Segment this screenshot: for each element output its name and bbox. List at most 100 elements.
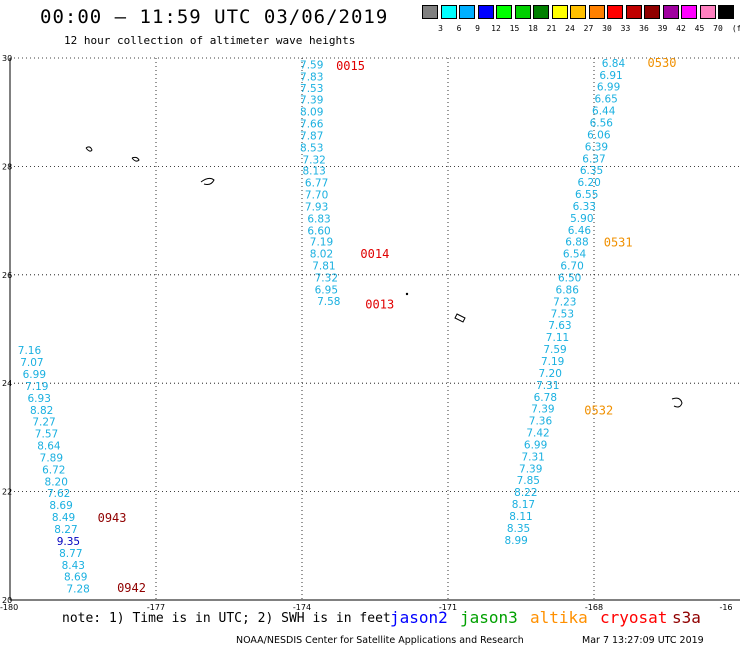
legend-swatch — [477, 5, 494, 19]
legend-swatch — [514, 5, 531, 19]
legend-swatch — [551, 5, 568, 19]
wave-height-value: 6.54 — [563, 249, 587, 261]
wave-height-value: 7.39 — [519, 463, 542, 475]
wave-height-value: 7.19 — [541, 356, 564, 368]
wave-height-value: 8.27 — [54, 524, 77, 536]
wave-height-value: 7.81 — [312, 261, 335, 273]
legend-swatch — [699, 5, 716, 19]
x-tick-label: -171 — [439, 603, 457, 612]
legend-swatch — [496, 5, 512, 19]
wave-height-value: 7.66 — [300, 119, 324, 131]
wave-height-value: 8.43 — [62, 560, 85, 572]
wave-height-value: 5.90 — [570, 213, 593, 225]
legend-swatch — [718, 5, 734, 19]
wave-height-value: 8.35 — [507, 523, 530, 535]
wave-height-value: 6.88 — [565, 237, 588, 249]
wave-height-value: 7.59 — [300, 60, 323, 72]
wave-height-value: 7.19 — [310, 237, 333, 249]
wave-height-value: 7.16 — [18, 345, 42, 357]
credit-line: NOAA/NESDIS Center for Satellite Applica… — [236, 635, 524, 646]
wave-height-value: 7.31 — [536, 380, 559, 392]
pass-time-label: 0530 — [648, 56, 677, 70]
wave-height-value: 8.20 — [45, 476, 68, 488]
pass-time-label: 0532 — [584, 403, 613, 417]
wave-height-value: 7.32 — [302, 154, 325, 166]
legend-label: 33 — [620, 24, 631, 33]
legend-label: 15 — [509, 24, 520, 33]
wave-height-value: 8.17 — [512, 499, 535, 511]
wave-height-value: 7.27 — [32, 417, 55, 429]
legend-label: 70 — [713, 24, 723, 33]
legend-label: 39 — [657, 24, 668, 33]
wave-height-value: 7.39 — [300, 95, 323, 107]
wave-height-value: 7.93 — [305, 202, 328, 214]
island-outline — [85, 146, 93, 152]
pass-time-label: 0942 — [117, 581, 146, 595]
legend-swatch — [440, 5, 457, 19]
pass-time-label: 0013 — [365, 298, 394, 312]
satellite-cryosat: cryosat — [600, 608, 668, 627]
wave-height-value: 8.69 — [64, 572, 87, 584]
wave-height-value: 8.11 — [509, 511, 532, 523]
wave-height-value: 6.91 — [599, 70, 622, 82]
x-tick-label: -180 — [0, 603, 18, 612]
footer-note: note: 1) Time is in UTC; 2) SWH is in fe… — [62, 611, 391, 626]
wave-height-value: 8.64 — [37, 441, 61, 453]
wave-height-value: 7.42 — [526, 428, 549, 440]
y-tick-label: 22 — [2, 488, 12, 497]
legend-label: 27 — [583, 24, 594, 33]
y-tick-label: 24 — [2, 379, 12, 388]
legend-label: 6 — [456, 24, 462, 33]
wave-height-value: 6.95 — [315, 284, 338, 296]
wave-height-value: 6.77 — [305, 178, 328, 190]
legend-unit: (ft) — [731, 24, 740, 33]
legend-swatch — [625, 5, 642, 19]
x-tick-label: -174 — [293, 603, 311, 612]
wave-height-value: 8.13 — [302, 166, 325, 178]
wave-height-value: 8.49 — [52, 512, 75, 524]
generated-timestamp: Mar 7 13:27:09 UTC 2019 — [582, 635, 704, 646]
island-outline — [671, 397, 683, 408]
wave-height-value: 6.37 — [582, 153, 605, 165]
wave-height-value: 6.78 — [534, 392, 557, 404]
legend-label: 3 — [438, 24, 443, 33]
wave-height-value: 7.19 — [25, 381, 48, 393]
wave-height-value: 6.70 — [560, 261, 583, 273]
wave-height-value: 7.57 — [35, 429, 58, 441]
wave-height-value: 7.23 — [553, 296, 576, 308]
wave-height-value: 7.70 — [305, 190, 328, 202]
island-outline — [131, 156, 140, 162]
legend-swatch — [681, 5, 697, 19]
wave-height-value: 6.39 — [585, 141, 608, 153]
legend-swatch — [588, 5, 605, 19]
wave-height-value: 7.85 — [517, 475, 540, 487]
wave-height-value: 6.93 — [28, 393, 51, 405]
legend-swatch — [662, 5, 679, 19]
x-tick-label: -16 — [719, 603, 732, 612]
legend-label: 45 — [694, 24, 705, 33]
wave-height-value: 6.20 — [577, 177, 600, 189]
wave-height-value: 7.83 — [300, 71, 323, 83]
legend-label: 21 — [546, 24, 557, 33]
wave-height-value: 7.31 — [521, 451, 544, 463]
wave-height-value: 7.28 — [66, 584, 89, 596]
legend-label: 30 — [602, 24, 612, 33]
island-outline — [200, 177, 215, 185]
legend-swatch — [644, 5, 660, 19]
wave-height-value: 7.07 — [20, 357, 43, 369]
wave-height-value: 6.72 — [42, 464, 65, 476]
wave-height-value: 8.77 — [59, 548, 82, 560]
wave-height-value: 8.02 — [310, 249, 333, 261]
wave-height-value: 6.55 — [575, 189, 598, 201]
y-tick-label: 20 — [2, 596, 12, 605]
wave-height-value: 6.99 — [23, 369, 46, 381]
wave-height-value: 7.53 — [300, 83, 323, 95]
wave-height-value: 6.60 — [307, 225, 330, 237]
legend-label: 18 — [528, 24, 538, 33]
wave-height-value: 7.63 — [548, 320, 571, 332]
wave-height-value: 7.58 — [317, 296, 340, 308]
x-tick-label: -168 — [585, 603, 603, 612]
x-tick-label: -177 — [147, 603, 165, 612]
wave-height-value: 7.87 — [300, 131, 323, 143]
